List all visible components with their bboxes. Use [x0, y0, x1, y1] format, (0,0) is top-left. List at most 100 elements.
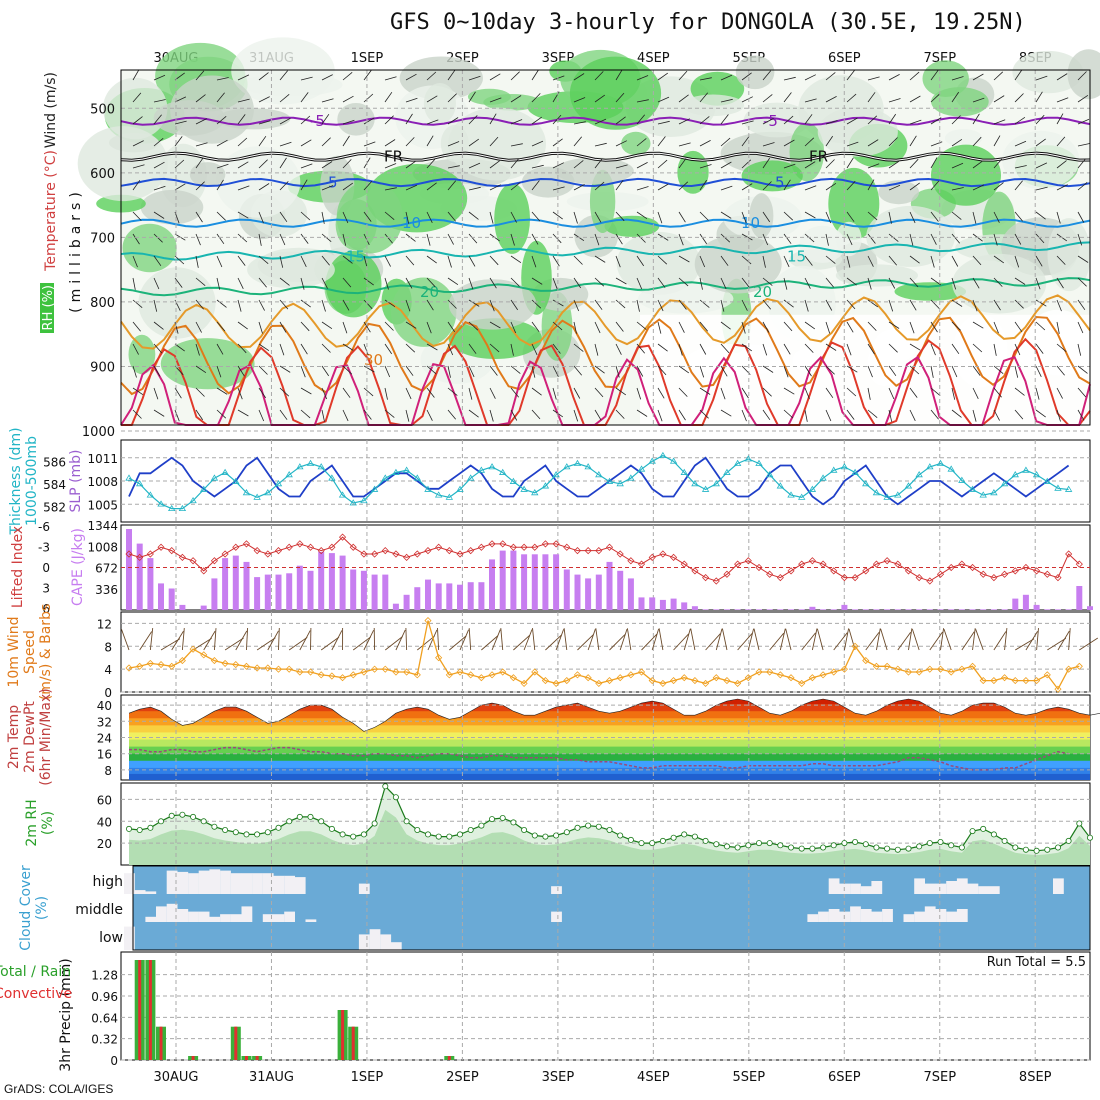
- wind-barb: [1035, 277, 1041, 290]
- wind-barb: [846, 141, 859, 147]
- thickness-marker: [926, 463, 934, 470]
- cloud-bar-high: [252, 873, 263, 894]
- wind-barb: [195, 299, 204, 310]
- cape-bar: [841, 604, 848, 610]
- wind-barb: [888, 160, 900, 169]
- wind-barb: [1056, 184, 1068, 191]
- wind-speed-marker: [317, 671, 325, 679]
- wind-barb: [972, 160, 983, 169]
- wind-barb: [132, 321, 141, 332]
- wind-barb-10m: [943, 629, 952, 651]
- rh-shade-blob: [621, 131, 651, 156]
- wind-barb: [594, 299, 603, 310]
- rh-shade-blob: [735, 55, 775, 90]
- rh-tick-40: 40: [97, 815, 112, 829]
- wind-tick-8: 8: [104, 640, 112, 654]
- wind-barb: [300, 179, 308, 191]
- thickness-marker: [264, 489, 272, 496]
- thickness-marker: [189, 496, 197, 504]
- date-label-top-5: 4SEP: [637, 51, 670, 66]
- cape-bar: [905, 609, 912, 610]
- cloud-bar-low: [380, 934, 392, 950]
- wind-speed-marker: [520, 679, 528, 687]
- cape-bar: [307, 570, 314, 610]
- wind-barb: [174, 96, 187, 103]
- lifted-index-marker: [338, 533, 347, 541]
- wind-barb: [825, 277, 835, 288]
- wind-barb: [300, 387, 312, 395]
- wind-barb: [741, 159, 752, 169]
- wind-barb: [741, 211, 747, 224]
- thickness-axis-label: 1000-500mb: [24, 436, 40, 526]
- wind-barb: [321, 321, 333, 330]
- wind-barb-10m: [555, 629, 565, 651]
- wind-barb: [594, 365, 605, 374]
- rh-marker: [328, 825, 335, 832]
- rh-marker: [190, 813, 197, 820]
- thickness-marker: [541, 482, 550, 489]
- wind-barb: [531, 164, 544, 169]
- wind-barb: [447, 211, 456, 222]
- temp-axis-label: 2m DewPt: [22, 701, 38, 773]
- cloud-bar-high: [241, 873, 253, 894]
- wind-barb: [783, 76, 796, 81]
- rh-marker: [990, 831, 997, 838]
- wind-barb: [657, 365, 667, 376]
- lifted-index-marker: [798, 560, 806, 568]
- wind-barb: [447, 321, 456, 333]
- wind-barb: [615, 343, 622, 355]
- wind-barb: [699, 409, 709, 419]
- wind-barb: [1014, 321, 1023, 333]
- rh-marker: [403, 818, 410, 825]
- wind-barb: [594, 387, 604, 398]
- wind-barb: [132, 92, 142, 103]
- wind-barb: [405, 299, 411, 312]
- cape-bar: [926, 609, 933, 610]
- wind-barb: [720, 185, 733, 191]
- lifted-index-marker: [776, 574, 784, 582]
- wind-barb: [447, 117, 459, 125]
- isotherm-10: [120, 218, 1091, 228]
- wind-barb: [258, 233, 262, 246]
- wind-barb: [132, 343, 139, 355]
- lifted-index-marker: [1065, 550, 1073, 558]
- lifted-index-marker: [979, 570, 987, 578]
- wind-barb: [699, 299, 710, 308]
- temp-axis-label: 2m Temp: [6, 705, 22, 769]
- temp-band: [129, 699, 1090, 705]
- wind-speed-marker: [467, 671, 475, 679]
- thickness-marker: [915, 471, 923, 478]
- rh-shade-blob: [215, 146, 301, 218]
- wind-barb: [153, 277, 160, 290]
- wind-barb: [321, 161, 333, 169]
- cape-bar: [296, 565, 303, 610]
- wind-barb-10m: [705, 633, 721, 651]
- wind-barb: [678, 181, 689, 191]
- cloud-bar-middle: [935, 909, 947, 922]
- cape-bar: [958, 609, 965, 610]
- wind-speed-marker: [1001, 674, 1009, 682]
- wind-barb: [783, 277, 788, 290]
- wind-barb: [1035, 211, 1046, 220]
- wind-barb: [804, 98, 817, 103]
- wind-barb: [1014, 211, 1024, 222]
- wind-barb: [279, 157, 287, 169]
- wind-speed-marker: [947, 668, 955, 676]
- lifted-index-marker: [488, 540, 496, 548]
- rh-marker: [296, 813, 303, 820]
- wind-speed-marker: [872, 662, 881, 670]
- lifted-index-marker: [456, 550, 464, 558]
- thickness-marker: [669, 457, 678, 464]
- wind-barb: [342, 387, 351, 398]
- cloud-bar-low: [369, 929, 381, 950]
- wind-barb: [1077, 158, 1086, 169]
- chart-title: GFS 0~10day 3-hourly for DONGOLA (30.5E,…: [390, 10, 1026, 35]
- wind-barb: [321, 74, 333, 81]
- cloud-bar-high: [358, 883, 370, 894]
- wind-speed-marker: [178, 657, 186, 665]
- cloud-bar-high: [177, 871, 189, 894]
- wind-barb: [720, 277, 727, 290]
- wind-barb: [888, 387, 895, 400]
- wind-barb: [972, 97, 985, 103]
- wind-barb: [972, 387, 979, 399]
